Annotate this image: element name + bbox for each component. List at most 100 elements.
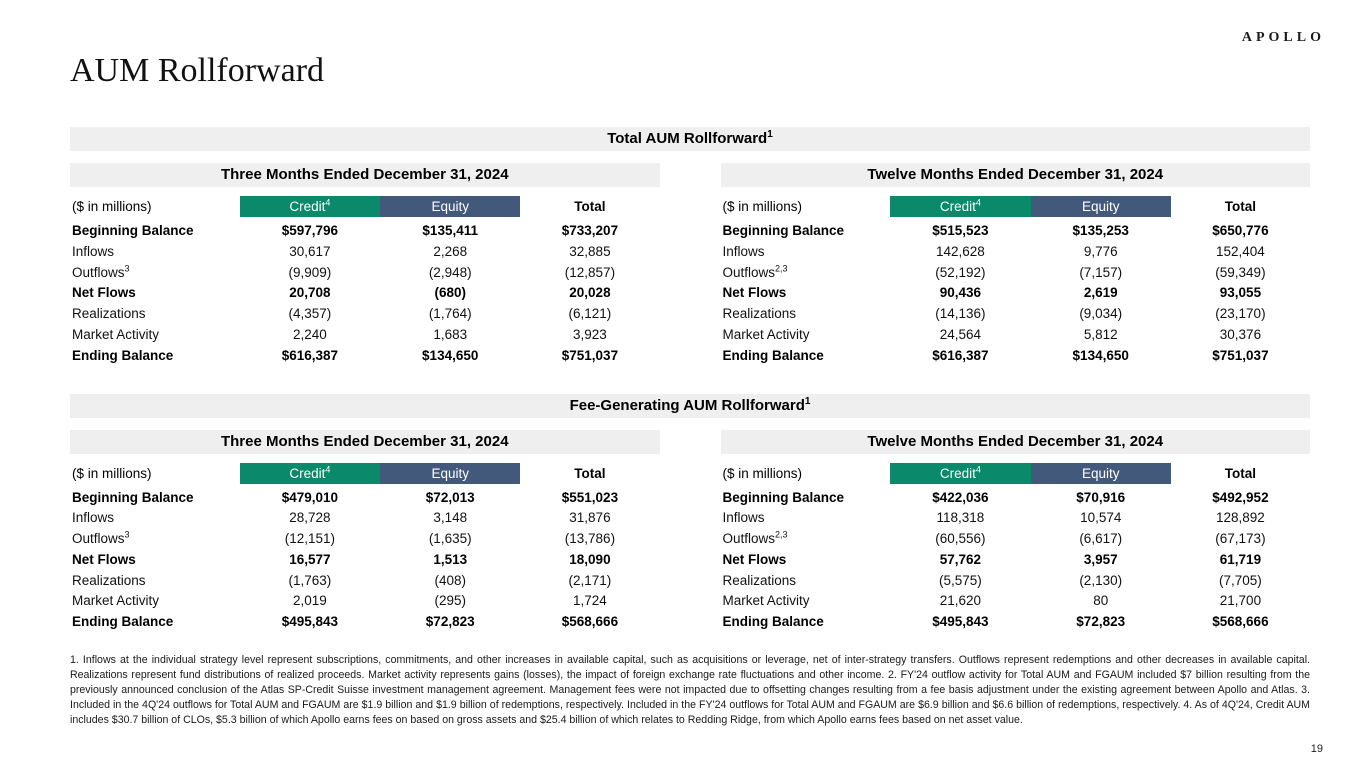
cell-value: 61,719	[1219, 551, 1262, 567]
row-label-text: Beginning Balance	[722, 489, 845, 505]
unit-label: ($ in millions)	[72, 199, 152, 214]
column-header-credit: Credit4	[890, 196, 1031, 217]
row-label: Beginning Balance	[721, 217, 891, 241]
table-row: Inflows 118,318 10,574 128,892	[721, 507, 1311, 528]
unit-label: ($ in millions)	[722, 199, 803, 214]
table-row: Inflows 28,728 3,148 31,876	[70, 507, 660, 528]
cell-value: 5,812	[1083, 326, 1118, 342]
row-label: Ending Balance	[721, 345, 891, 366]
column-header-total: Total	[574, 465, 606, 481]
table-row: Beginning Balance $422,036 $70,916 $492,…	[721, 484, 1311, 508]
row-label-text: Net Flows	[722, 551, 787, 567]
table-row: Outflows3 (12,151) (1,635) (13,786)	[70, 528, 660, 549]
table-body: Beginning Balance $515,523 $135,253 $650…	[721, 217, 1311, 366]
data-table: ($ in millions) Credit4 Equity Total Beg…	[721, 196, 1311, 366]
cell-value: $650,776	[1212, 223, 1269, 238]
cell-value: (60,556)	[935, 531, 986, 547]
column-header-total: Total	[1224, 199, 1257, 214]
period-header: Twelve Months Ended December 31, 2024	[720, 163, 1310, 187]
table-row: Realizations (5,575) (2,130) (7,705)	[721, 570, 1311, 591]
row-label: Realizations	[721, 303, 891, 324]
cell-value: (408)	[434, 572, 466, 588]
cell-value: (9,034)	[1079, 306, 1123, 322]
cell-value: $479,010	[281, 489, 339, 505]
cell-value: (67,173)	[1215, 531, 1266, 547]
aum-section: Fee-Generating AUM Rollforward1 Three Mo…	[70, 393, 1311, 633]
row-label-text: Net Flows	[72, 285, 136, 301]
row-label-text: Inflows	[722, 510, 765, 526]
cell-value: (2,130)	[1079, 572, 1123, 588]
table-row: Market Activity 24,564 5,812 30,376	[721, 324, 1311, 345]
table-row: Outflows2,3 (52,192) (7,157) (59,349)	[721, 262, 1311, 283]
table-row: Net Flows 20,708 (680) 20,028	[70, 282, 660, 303]
row-label: Realizations	[721, 570, 891, 591]
cell-value: $616,387	[281, 347, 339, 363]
cell-value: (12,857)	[564, 264, 616, 280]
cell-value: 2,240	[293, 326, 327, 342]
column-header-credit: Credit4	[239, 462, 381, 484]
row-label-text: Net Flows	[722, 285, 787, 301]
cell-value: $422,036	[932, 489, 989, 505]
cell-value: $70,916	[1076, 489, 1126, 505]
cell-value: (680)	[434, 285, 466, 301]
cell-value: $72,013	[425, 489, 475, 505]
row-label: Inflows	[70, 241, 240, 262]
row-label-text: Beginning Balance	[722, 223, 845, 238]
cell-value: $616,387	[932, 347, 989, 363]
cell-value: 18,090	[569, 551, 611, 567]
column-header-row: ($ in millions) Credit4 Equity Total	[721, 462, 1311, 484]
row-label-text: Outflows	[722, 264, 776, 280]
cell-value: 20,028	[569, 285, 611, 301]
cell-value: (13,786)	[564, 531, 616, 547]
column-header-credit-sup: 4	[975, 197, 981, 208]
row-label: Outflows2,3	[721, 528, 891, 549]
column-header-credit: Credit4	[890, 462, 1031, 484]
row-label: Market Activity	[70, 324, 240, 345]
cell-value: (1,635)	[428, 531, 472, 547]
row-label-text: Inflows	[722, 243, 765, 259]
cell-value: (7,705)	[1219, 572, 1262, 588]
cell-value: 10,574	[1080, 510, 1122, 526]
rollforward-table: Three Months Ended December 31, 2024 ($ …	[70, 163, 660, 366]
cell-value: 2,619	[1083, 285, 1118, 301]
row-label-text: Outflows	[72, 264, 125, 280]
row-label-text: Beginning Balance	[72, 489, 194, 505]
footnotes: 1. Inflows at the individual strategy le…	[70, 654, 1310, 726]
unit-label: ($ in millions)	[722, 465, 803, 481]
cell-value: 28,728	[289, 510, 331, 526]
data-table: ($ in millions) Credit4 Equity Total Beg…	[70, 462, 660, 633]
unit-label: ($ in millions)	[72, 465, 152, 481]
tables-row: Three Months Ended December 31, 2024 ($ …	[70, 163, 1310, 366]
period-header: Three Months Ended December 31, 2024	[70, 163, 660, 187]
table-body: Beginning Balance $479,010 $72,013 $551,…	[70, 484, 660, 633]
cell-value: $135,253	[1072, 223, 1129, 238]
row-label-text: Ending Balance	[72, 347, 174, 363]
column-header-credit-sup: 4	[325, 197, 331, 208]
row-label-text: Net Flows	[72, 551, 136, 567]
table-row: Net Flows 57,762 3,957 61,719	[721, 549, 1311, 570]
period-header: Three Months Ended December 31, 2024	[70, 429, 660, 454]
section-title-text: Fee-Generating AUM Rollforward	[569, 396, 805, 414]
aum-section: Total AUM Rollforward1 Three Months Ende…	[70, 127, 1310, 366]
row-label-text: Ending Balance	[722, 347, 824, 363]
cell-value: 1,513	[433, 551, 468, 567]
cell-value: 93,055	[1219, 285, 1262, 301]
cell-value: $492,952	[1212, 489, 1269, 505]
cell-value: 1,683	[433, 326, 468, 342]
section-title-band: Total AUM Rollforward1	[70, 127, 1310, 151]
column-header-credit: Credit4	[239, 196, 381, 217]
data-table: ($ in millions) Credit4 Equity Total Beg…	[70, 196, 660, 366]
cell-value: $568,666	[1212, 614, 1269, 630]
cell-value: 2,268	[433, 243, 468, 259]
column-header-row: ($ in millions) Credit4 Equity Total	[721, 196, 1311, 217]
row-label: Net Flows	[70, 282, 240, 303]
cell-value: (295)	[434, 593, 466, 609]
row-label-text: Market Activity	[72, 593, 160, 609]
row-label-text: Outflows	[722, 531, 776, 547]
cell-value: $72,823	[425, 614, 475, 630]
row-label-text: Market Activity	[722, 326, 810, 342]
column-header-credit-text: Credit	[939, 199, 976, 214]
table-row: Market Activity 2,240 1,683 3,923	[70, 324, 660, 345]
cell-value: 32,885	[569, 243, 611, 259]
table-row: Beginning Balance $479,010 $72,013 $551,…	[70, 484, 660, 508]
